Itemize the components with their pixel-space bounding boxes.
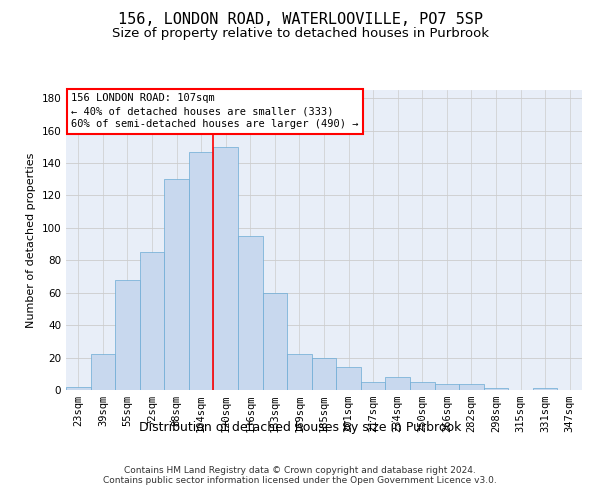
Bar [434, 384, 459, 390]
Bar [66, 387, 91, 390]
Text: Contains HM Land Registry data © Crown copyright and database right 2024.
Contai: Contains HM Land Registry data © Crown c… [103, 466, 497, 485]
Bar [410, 382, 434, 390]
Text: 156, LONDON ROAD, WATERLOOVILLE, PO7 5SP: 156, LONDON ROAD, WATERLOOVILLE, PO7 5SP [118, 12, 482, 28]
Bar [115, 280, 140, 390]
Bar [312, 358, 336, 390]
Bar [459, 384, 484, 390]
Bar [287, 354, 312, 390]
Bar [238, 236, 263, 390]
Y-axis label: Number of detached properties: Number of detached properties [26, 152, 36, 328]
Bar [140, 252, 164, 390]
Bar [385, 377, 410, 390]
Bar [533, 388, 557, 390]
Bar [91, 354, 115, 390]
Bar [336, 368, 361, 390]
Text: 156 LONDON ROAD: 107sqm
← 40% of detached houses are smaller (333)
60% of semi-d: 156 LONDON ROAD: 107sqm ← 40% of detache… [71, 93, 359, 130]
Bar [263, 292, 287, 390]
Bar [361, 382, 385, 390]
Bar [164, 179, 189, 390]
Text: Size of property relative to detached houses in Purbrook: Size of property relative to detached ho… [112, 28, 488, 40]
Bar [214, 147, 238, 390]
Bar [484, 388, 508, 390]
Text: Distribution of detached houses by size in Purbrook: Distribution of detached houses by size … [139, 421, 461, 434]
Bar [189, 152, 214, 390]
